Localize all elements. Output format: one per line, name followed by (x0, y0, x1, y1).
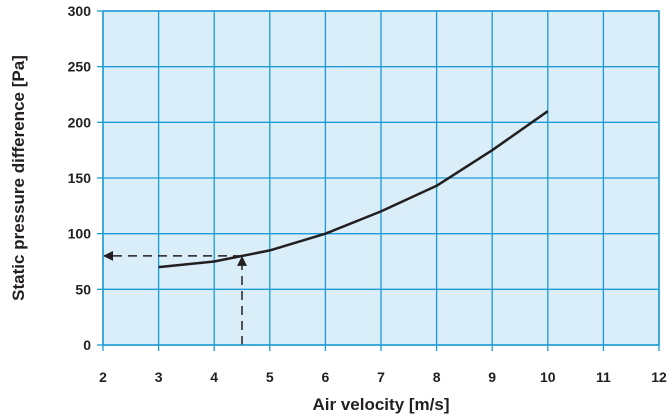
x-tick-label: 9 (488, 369, 496, 385)
y-tick-label: 150 (68, 170, 92, 186)
y-tick-label: 200 (68, 114, 92, 130)
y-tick-label: 300 (68, 3, 92, 19)
x-tick-label: 7 (377, 369, 385, 385)
plot-frame (102, 10, 660, 346)
tick-labels: 2 3 4 5 6 7 8 9 10 11 12 0 50 100 150 200 250 300 (68, 3, 667, 385)
x-tick-label: 4 (210, 369, 218, 385)
annotation (103, 250, 247, 345)
y-tick-label: 250 (68, 59, 92, 75)
y-axis-label: Static pressure difference [Pa] (9, 55, 28, 301)
y-tick-label: 50 (75, 281, 91, 297)
x-tick-label: 8 (433, 369, 441, 385)
x-tick-label: 2 (99, 369, 107, 385)
x-tick-label: 11 (596, 369, 611, 385)
x-axis-label: Air velocity [m/s] (313, 395, 450, 414)
x-tick-label: 6 (322, 369, 330, 385)
series (158, 110, 549, 269)
x-tick-label: 5 (266, 369, 274, 385)
y-tick-label: 0 (83, 337, 91, 353)
y-tick-label: 100 (68, 226, 92, 242)
x-tick-label: 3 (155, 369, 163, 385)
x-tick-label: 10 (540, 369, 556, 385)
series-line (158, 110, 549, 269)
x-tick-label: 12 (651, 369, 667, 385)
